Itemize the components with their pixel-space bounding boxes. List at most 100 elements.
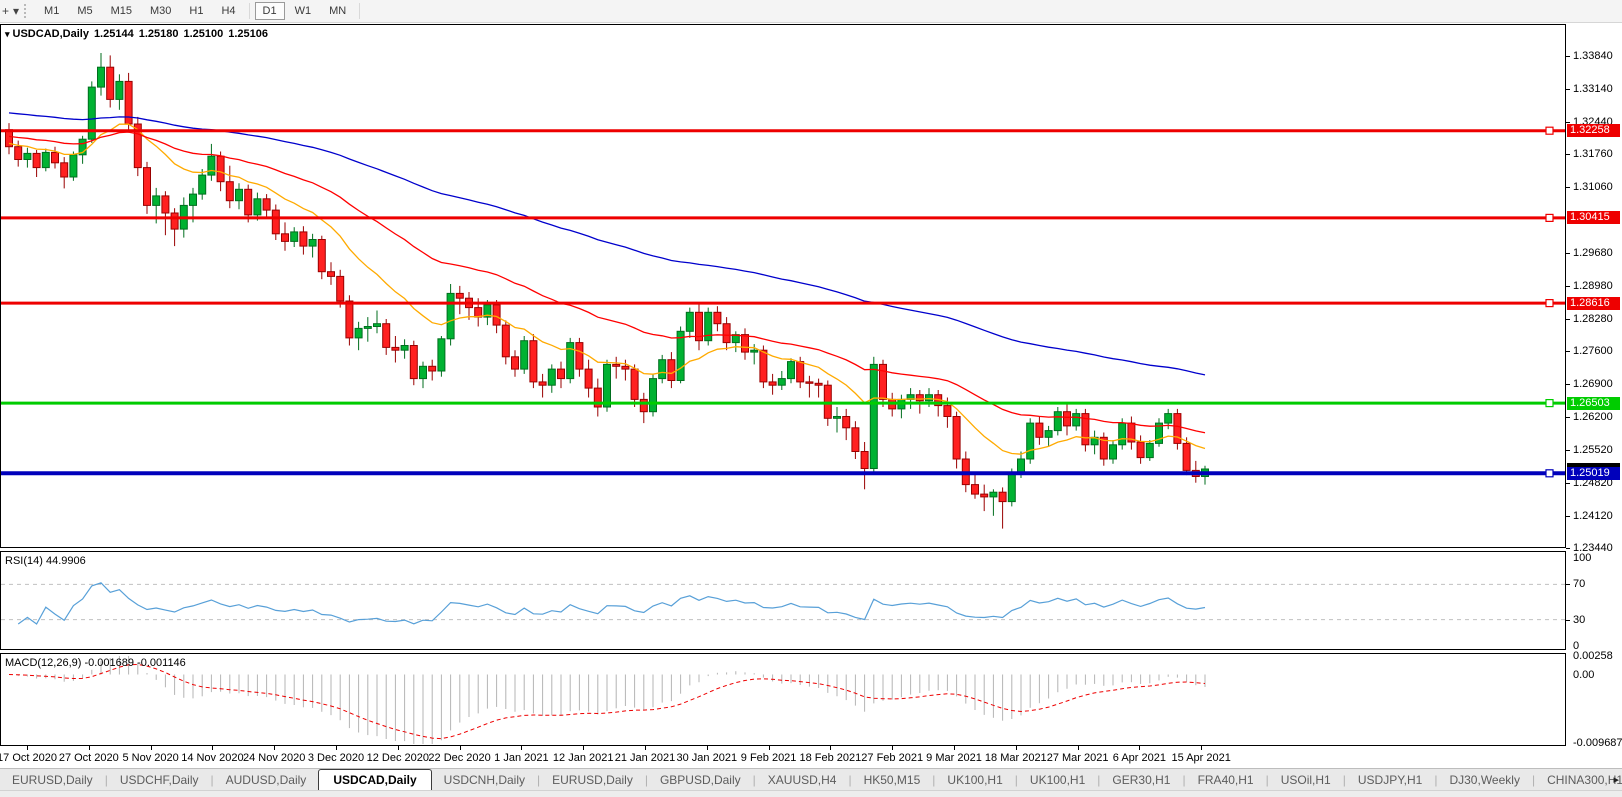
date-tick-label: 18 Feb 2021 [799, 752, 862, 764]
chart-tab-usdcnh-daily[interactable]: USDCNH,Daily [443, 773, 526, 787]
chart-tab-eurusd-daily[interactable]: EURUSD,Daily [12, 773, 93, 787]
price-tick-label: 1.24120 [1573, 509, 1613, 522]
macd-canvas[interactable] [1, 654, 1565, 745]
tab-separator: | [1434, 773, 1438, 787]
tab-separator: | [932, 773, 936, 787]
ohlc-high: 1.25180 [138, 28, 179, 40]
price-tick-mark [1566, 515, 1570, 517]
date-tick-mark [521, 746, 523, 750]
rsi-axis-label: 70 [1573, 578, 1586, 591]
chart-tab-usdcad-daily[interactable]: USDCAD,Daily [318, 769, 432, 791]
chart-tab-bar: ▸ EURUSD,Daily | USDCHF,Daily | AUDUSD,Daily… [0, 768, 1622, 791]
chart-tab-usdjpy-h1[interactable]: USDJPY,H1 [1357, 773, 1423, 787]
rsi-axis-label: 100 [1573, 552, 1592, 564]
hline-price-box: 1.25019 [1567, 466, 1620, 480]
timeframe-button-mn[interactable]: MN [329, 5, 347, 17]
collapse-triangle-icon[interactable]: ▾ [5, 29, 10, 39]
chart-tab-xauusd-h4[interactable]: XAUUSD,H4 [767, 773, 837, 787]
date-tick-label: 27 Feb 2021 [861, 752, 924, 764]
tab-separator: | [210, 773, 214, 787]
macd-pane[interactable]: MACD(12,26,9) -0.001689 -0.001146 [0, 653, 1566, 746]
chart-tab-uk100-h1[interactable]: UK100,H1 [947, 773, 1003, 787]
chart-tab-fra40-h1[interactable]: FRA40,H1 [1197, 773, 1254, 787]
main-chart-pane[interactable]: ▾ USDCAD,Daily 1.25144 1.25180 1.25100 1.2510… [0, 24, 1566, 548]
date-tick-mark [1077, 746, 1079, 750]
date-tick-mark [768, 746, 770, 750]
pointer-dropdown-icon[interactable]: ▾ [13, 4, 20, 18]
date-tick-label: 9 Mar 2021 [926, 752, 982, 764]
date-tick-label: 21 Jan 2021 [614, 752, 676, 764]
tab-separator: | [644, 773, 648, 787]
timeframe-button-d1[interactable]: D1 [254, 2, 285, 20]
candlestick-canvas[interactable] [1, 25, 1565, 547]
timeframe-button-m5[interactable]: M5 [77, 5, 93, 17]
chart-tab-audusd-daily[interactable]: AUDUSD,Daily [225, 773, 307, 787]
chart-symbol-label: USDCAD,Daily [12, 28, 89, 40]
scroll-right-icon[interactable]: ▸ [1613, 774, 1619, 786]
timeframe-button-h1[interactable]: H1 [189, 5, 204, 17]
date-tick-mark [336, 746, 337, 750]
date-tick-mark [706, 746, 708, 750]
chart-tab-ger30-h1[interactable]: GER30,H1 [1112, 773, 1171, 787]
tab-separator: | [1097, 773, 1101, 787]
price-tick-label: 1.26900 [1573, 378, 1613, 391]
pointer-tool-icon[interactable]: + [2, 4, 10, 18]
tab-separator: | [848, 773, 852, 787]
date-tick-mark [1015, 746, 1017, 750]
chart-tab-hk50-m15[interactable]: HK50,M15 [863, 773, 921, 787]
chart-tab-usdchf-daily[interactable]: USDCHF,Daily [119, 773, 199, 787]
date-tick-label: 14 Nov 2020 [181, 752, 244, 764]
rsi-pane[interactable]: RSI(14) 44.9906 [0, 551, 1566, 650]
chart-tab-dj30-weekly[interactable]: DJ30,Weekly [1449, 773, 1520, 787]
price-tick-mark [1566, 154, 1570, 156]
date-tick-label: 3 Dec 2020 [307, 752, 365, 764]
timeframe-button-m30[interactable]: M30 [150, 5, 172, 17]
price-tick-label: 1.31060 [1573, 181, 1613, 194]
price-tick-label: 1.33140 [1573, 83, 1613, 95]
rsi-canvas[interactable] [1, 552, 1565, 649]
price-tick-label: 1.28280 [1573, 313, 1613, 325]
timeframe-button-h4[interactable]: H4 [221, 5, 236, 17]
chart-tab-china300-h1[interactable]: CHINA300,H1 [1547, 773, 1622, 787]
chart-title: ▾ USDCAD,Daily 1.25144 1.25180 1.25100 1.2510… [5, 28, 268, 40]
price-tick-mark [1566, 89, 1570, 90]
price-tick-mark [1566, 417, 1570, 419]
price-tick-mark [1566, 449, 1570, 451]
tab-separator: | [752, 773, 756, 787]
date-tick-mark [583, 746, 585, 750]
chart-tab-gbpusd-daily[interactable]: GBPUSD,Daily [659, 773, 741, 787]
macd-label: MACD(12,26,9) -0.001689 -0.001146 [5, 657, 186, 669]
timeframe-button-w1[interactable]: W1 [294, 5, 312, 17]
rsi-tick-mark [1566, 584, 1570, 586]
toolbar-separator [359, 3, 361, 19]
date-tick-mark [645, 746, 646, 750]
price-tick-label: 1.28980 [1573, 279, 1613, 292]
price-tick-mark [1566, 351, 1570, 353]
date-tick-label: 12 Dec 2020 [366, 752, 429, 764]
price-tick-label: 1.27600 [1573, 345, 1613, 358]
bottom-strip [0, 790, 1622, 797]
date-tick-label: 30 Jan 2021 [676, 752, 738, 764]
price-tick-label: 1.31760 [1573, 148, 1613, 161]
date-tick-mark [150, 746, 152, 750]
price-tick-label: 1.26200 [1573, 411, 1613, 424]
price-tick-label: 1.23440 [1573, 542, 1613, 554]
date-tick-label: 27 Oct 2020 [58, 752, 119, 764]
date-tick-mark [830, 746, 832, 750]
price-tick-mark [1566, 252, 1570, 254]
chart-tab-usoil-h1[interactable]: USOil,H1 [1280, 773, 1331, 787]
timeframe-buttons: M1 M5 M15 M30 H1 H4 D1 W1 MN [35, 2, 364, 20]
timeframe-button-m15[interactable]: M15 [110, 5, 133, 17]
tab-separator: | [1265, 773, 1269, 787]
timeframe-button-m1[interactable]: M1 [44, 5, 60, 17]
date-tick-mark [88, 746, 90, 750]
date-tick-label: 6 Apr 2021 [1112, 752, 1166, 764]
chart-tab-eurusd-daily[interactable]: EURUSD,Daily [552, 773, 633, 787]
price-tick-mark [1566, 122, 1570, 124]
date-tick-mark [1139, 746, 1141, 750]
price-tick-mark [1566, 319, 1570, 320]
chart-tab-uk100-h1[interactable]: UK100,H1 [1029, 773, 1086, 787]
date-tick-mark [397, 746, 399, 750]
date-tick-mark [27, 746, 28, 750]
